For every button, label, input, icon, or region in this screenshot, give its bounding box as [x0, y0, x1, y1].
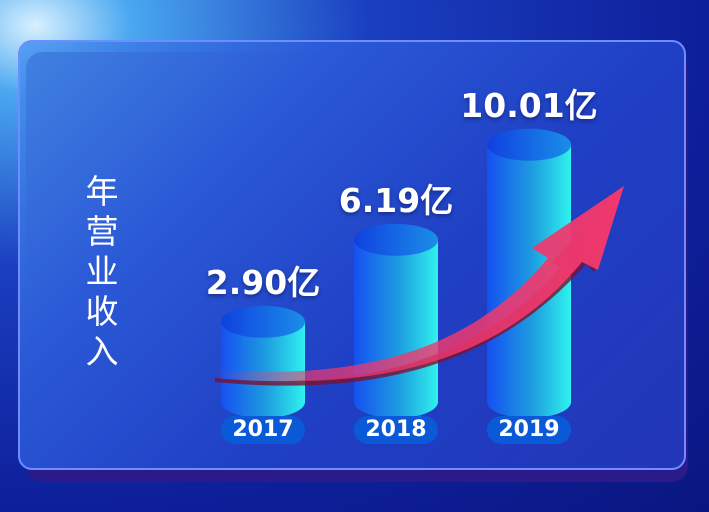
data-label: 6.19亿 — [338, 180, 454, 220]
x-tick-label: 2017 — [221, 416, 305, 444]
bar-2018 — [354, 239, 438, 418]
data-label: 10.01亿 — [460, 85, 598, 125]
y-axis-label: 年营业收入 — [85, 172, 119, 371]
bar-top-2019 — [487, 128, 571, 161]
data-label: 2.90亿 — [205, 262, 321, 302]
trend-arrow — [215, 186, 624, 382]
x-tick-label: 2018 — [354, 416, 438, 444]
bar-2017 — [221, 321, 305, 418]
bar-top-2018 — [354, 223, 438, 256]
x-tick-label: 2019 — [487, 416, 571, 444]
bar-top-2017 — [221, 305, 305, 338]
